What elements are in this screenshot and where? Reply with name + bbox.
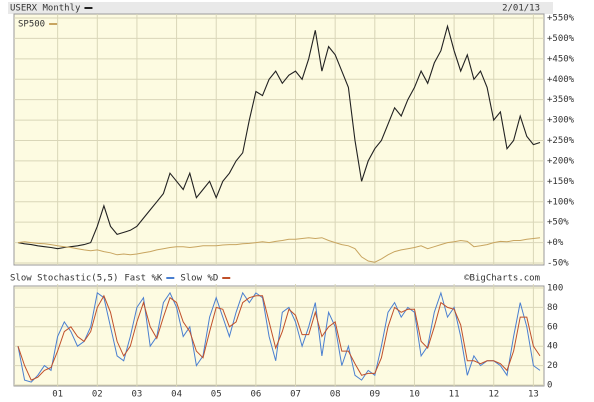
x-tick-label: 05	[211, 390, 222, 400]
y-tick-label: +500%	[547, 34, 575, 44]
y-tick-label: +550%	[547, 14, 575, 24]
legend-label: Fast %K	[124, 274, 163, 284]
price-panel	[13, 13, 545, 266]
legend-label: SP500	[18, 20, 45, 30]
x-tick-label: 13	[528, 390, 539, 400]
data-line	[17, 237, 541, 263]
y-tick-label: +350%	[547, 95, 575, 105]
x-tick-label: 11	[449, 390, 460, 400]
y-tick-label: 20	[547, 361, 558, 371]
x-tick-label: 07	[290, 390, 301, 400]
y-tick-label: 60	[547, 322, 558, 332]
legend-label: USERX Monthly	[10, 4, 81, 14]
credit: ©BigCharts.com	[464, 274, 540, 284]
y-tick-label: +50%	[547, 218, 569, 228]
x-tick-label: 08	[330, 390, 341, 400]
data-line	[17, 294, 541, 381]
y-tick-label: 80	[547, 303, 558, 313]
x-tick-label: 06	[250, 390, 261, 400]
y-tick-label: 40	[547, 342, 558, 352]
x-tick-label: 02	[92, 390, 103, 400]
x-tick-label: 10	[409, 390, 420, 400]
y-tick-label: +0%	[547, 238, 564, 248]
x-tick-label: 12	[488, 390, 499, 400]
y-tick-label: +200%	[547, 156, 575, 166]
x-tick-label: 01	[52, 390, 63, 400]
legend-label: Slow %D	[180, 274, 218, 284]
y-tick-label: +150%	[547, 177, 575, 187]
data-line	[17, 24, 541, 250]
y-tick-label: +300%	[547, 116, 575, 126]
y-tick-label: 0	[547, 381, 552, 391]
chart-date: 2/01/13	[502, 4, 540, 14]
y-tick-label: +450%	[547, 54, 575, 64]
y-tick-label: -50%	[547, 259, 569, 269]
x-tick-label: 03	[132, 390, 143, 400]
y-tick-label: +400%	[547, 75, 575, 85]
y-tick-label: +250%	[547, 136, 575, 146]
y-tick-label: 100	[547, 284, 563, 294]
header-bar	[8, 2, 553, 14]
x-tick-label: 04	[171, 390, 182, 400]
y-tick-label: +100%	[547, 197, 575, 207]
legend-title: Slow Stochastic(5,5)	[10, 274, 118, 284]
x-tick-label: 09	[369, 390, 380, 400]
